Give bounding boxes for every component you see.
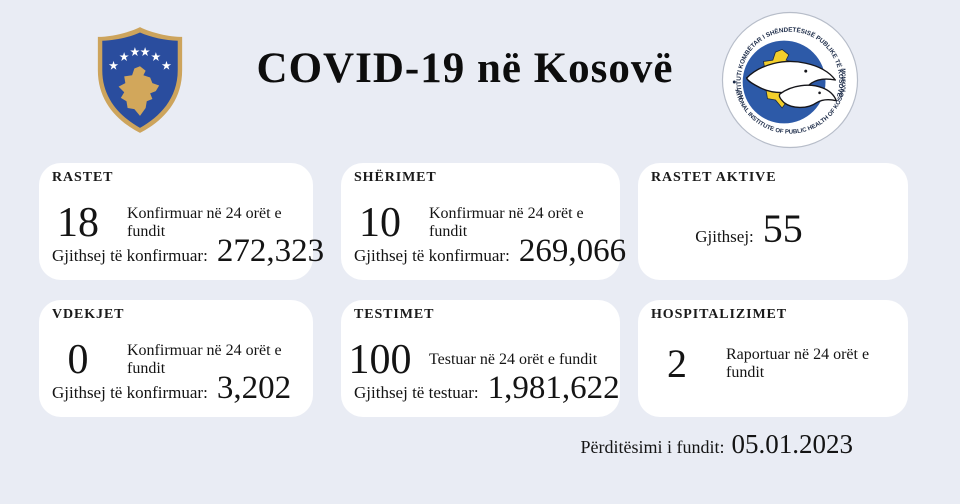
card-sherimet: SHËRIMET 10 Konfirmuar në 24 orët e fund… bbox=[341, 163, 626, 280]
daily-value: 100 bbox=[348, 337, 412, 383]
daily-row: 100 Testuar në 24 orët e fundit bbox=[341, 336, 614, 384]
total-row: Gjithsej: 55 bbox=[638, 209, 908, 249]
last-updated-label: Përditësimi i fundit: bbox=[580, 437, 725, 457]
total-row: Gjithsej të konfirmuar: 3,202 bbox=[52, 372, 291, 405]
daily-label: Testuar në 24 orët e fundit bbox=[429, 351, 598, 368]
daily-value: 2 bbox=[667, 341, 687, 386]
total-value: 1,981,622 bbox=[487, 370, 620, 406]
card-title: HOSPITALIZIMET bbox=[651, 307, 788, 322]
daily-row: 0 Konfirmuar në 24 orët e fundit bbox=[39, 336, 307, 384]
card-rastet-aktive: RASTET AKTIVE Gjithsej: 55 bbox=[638, 163, 908, 280]
page-title: COVID-19 në Kosovë bbox=[256, 45, 674, 92]
daily-value: 18 bbox=[57, 200, 99, 246]
last-updated: Përditësimi i fundit: 05.01.2023 bbox=[500, 429, 854, 459]
card-title: VDEKJET bbox=[52, 307, 125, 322]
kosovo-coat-of-arms-icon bbox=[97, 27, 183, 133]
daily-value: 10 bbox=[359, 200, 401, 246]
daily-label: Konfirmuar në 24 orët e fundit bbox=[127, 342, 282, 377]
total-value: 272,323 bbox=[216, 233, 325, 269]
total-row: Gjithsej të testuar: 1,981,622 bbox=[354, 372, 620, 405]
daily-row: 2 Raportuar në 24 orët e fundit bbox=[638, 340, 902, 388]
total-value: 3,202 bbox=[216, 370, 292, 406]
daily-row: 18 Konfirmuar në 24 orët e fundit bbox=[39, 199, 307, 247]
daily-label: Raportuar në 24 orët e fundit bbox=[726, 346, 870, 381]
total-label: Gjithsej të konfirmuar: bbox=[354, 246, 510, 265]
total-value: 55 bbox=[762, 206, 803, 251]
total-label: Gjithsej të konfirmuar: bbox=[52, 383, 208, 402]
logo-separator-dot bbox=[732, 80, 736, 84]
card-hospitalizimet: HOSPITALIZIMET 2 Raportuar në 24 orët e … bbox=[638, 300, 908, 417]
daily-value: 0 bbox=[67, 337, 89, 383]
total-label: Gjithsej: bbox=[695, 227, 754, 246]
card-title: RASTET bbox=[52, 170, 114, 185]
card-title: SHËRIMET bbox=[354, 170, 437, 185]
total-label: Gjithsej të konfirmuar: bbox=[52, 246, 208, 265]
logo-year-text: MCMXXV bbox=[839, 68, 845, 92]
total-label: Gjithsej të testuar: bbox=[354, 383, 479, 402]
daily-label: Konfirmuar në 24 orët e fundit bbox=[429, 205, 584, 240]
daily-row: 10 Konfirmuar në 24 orët e fundit bbox=[341, 199, 614, 247]
last-updated-date: 05.01.2023 bbox=[731, 429, 854, 459]
card-testimet: TESTIMET 100 Testuar në 24 orët e fundit… bbox=[341, 300, 620, 417]
daily-label: Konfirmuar në 24 orët e fundit bbox=[127, 205, 282, 240]
card-vdekjet: VDEKJET 0 Konfirmuar në 24 orët e fundit… bbox=[39, 300, 313, 417]
total-row: Gjithsej të konfirmuar: 269,066 bbox=[354, 235, 626, 268]
card-title: RASTET AKTIVE bbox=[651, 170, 777, 185]
total-value: 269,066 bbox=[518, 233, 627, 269]
total-row: Gjithsej të konfirmuar: 272,323 bbox=[52, 235, 324, 268]
card-rastet: RASTET 18 Konfirmuar në 24 orët e fundit… bbox=[39, 163, 324, 280]
card-title: TESTIMET bbox=[354, 307, 435, 322]
niph-kosovo-logo-icon: INSTITUTI KOMBËTAR I SHËNDETËSISË PUBLIK… bbox=[721, 11, 859, 149]
